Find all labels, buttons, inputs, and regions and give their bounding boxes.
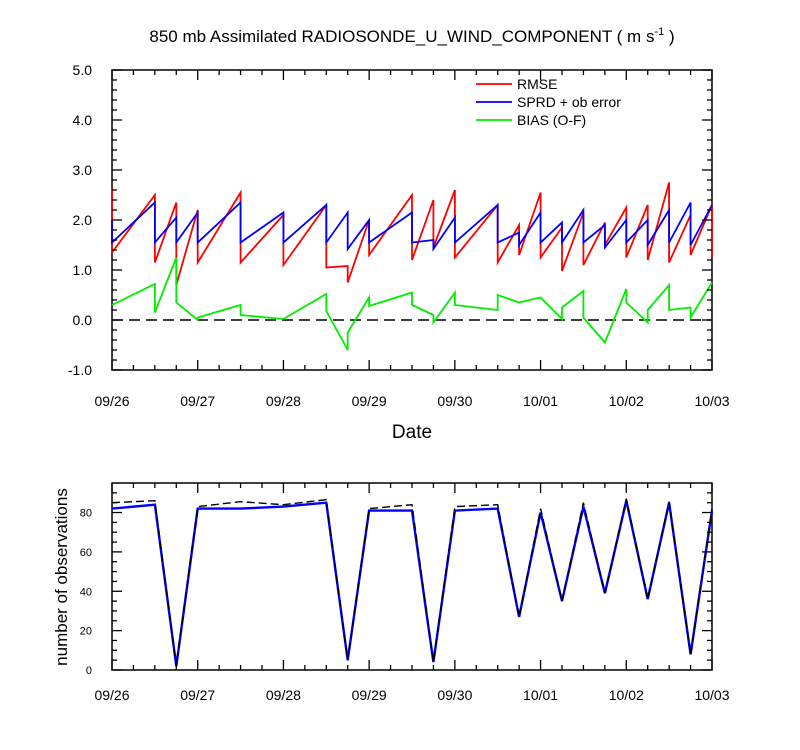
bottom-y-axis-label: number of observations: [52, 488, 71, 666]
top-x-axis-label: Date: [392, 422, 432, 443]
legend-label: SPRD + ob error: [517, 94, 621, 110]
x-tick-label: 09/27: [180, 687, 215, 703]
series-line-sprd-ob-error: [111, 200, 713, 252]
x-tick-label: 09/29: [352, 687, 387, 703]
y-tick-label: 1.0: [73, 262, 93, 278]
bottom-chart: 09/26 09/27 09/28 09/29 09/30 10/01 10/02 10/03…: [52, 482, 730, 703]
y-tick-label: 0: [86, 665, 92, 677]
x-tick-label: 09/28: [266, 393, 301, 409]
y-tick-label: 5.0: [73, 62, 93, 78]
x-tick-label: 09/29: [352, 393, 387, 409]
x-tick-label: 10/03: [694, 393, 729, 409]
x-tick-label: 10/02: [609, 393, 644, 409]
y-tick-label: 4.0: [73, 112, 93, 128]
x-tick-label: 10/01: [523, 393, 558, 409]
y-tick-label: -1.0: [68, 362, 92, 378]
y-tick-label: 0.0: [73, 312, 93, 328]
x-tick-label: 10/01: [523, 687, 558, 703]
obs-line-possible: [111, 498, 713, 667]
y-tick-label: 3.0: [73, 162, 93, 178]
x-tick-label: 09/30: [437, 687, 472, 703]
x-tick-label: 09/26: [94, 393, 129, 409]
legend-label: RMSE: [517, 76, 557, 92]
legend-label: BIAS (O-F): [517, 112, 586, 128]
y-tick-label: 60: [80, 547, 92, 559]
x-tick-label: 10/02: [609, 687, 644, 703]
series-line-bias-o-f-: [111, 257, 713, 351]
y-tick-label: 80: [80, 508, 92, 520]
obs-line-used: [111, 500, 714, 667]
top-chart: 09/26 09/27 09/28 09/29 09/30 10/01 10/02 10/03…: [68, 62, 730, 443]
legend: RMSE SPRD + ob error BIAS (O-F): [476, 76, 621, 128]
x-tick-label: 09/26: [94, 687, 129, 703]
y-tick-label: 2.0: [73, 212, 93, 228]
x-tick-label: 10/03: [694, 687, 729, 703]
chart-title: 850 mb Assimilated RADIOSONDE_U_WIND_COM…: [149, 26, 674, 46]
y-tick-label: 20: [80, 626, 92, 638]
x-tick-label: 09/27: [180, 393, 215, 409]
y-tick-label: 40: [80, 586, 92, 598]
x-tick-label: 09/28: [266, 687, 301, 703]
x-tick-label: 09/30: [437, 393, 472, 409]
